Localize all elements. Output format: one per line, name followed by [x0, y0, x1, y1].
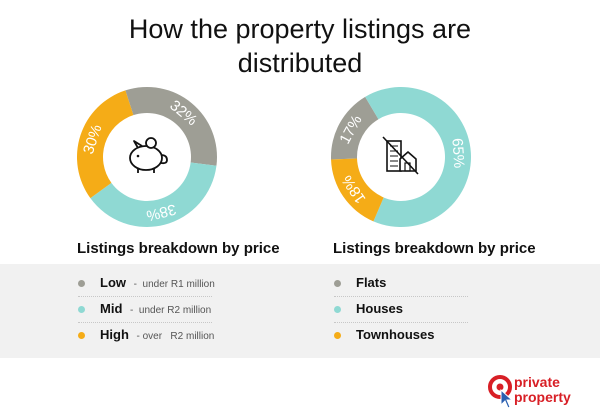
type-chart-heading: Listings breakdown by price	[333, 240, 536, 257]
legend-dot-houses	[334, 306, 341, 313]
donut-slice-townhouses	[331, 158, 384, 222]
logo-mark-icon	[488, 375, 514, 409]
donut-slice-mid	[90, 162, 217, 227]
price-donut-chart: 32%38%30%	[77, 87, 217, 227]
page-title: How the property listings are distribute…	[0, 12, 600, 80]
legend-item-mid: Mid - under R2 million	[74, 296, 215, 323]
donut-slice-low	[125, 87, 217, 166]
legend-label-high: High	[100, 327, 129, 342]
legend-label-houses: Houses	[356, 301, 403, 316]
legend-item-flats: Flats	[330, 270, 468, 297]
legend-item-houses: Houses	[330, 296, 468, 323]
title-line-2: distributed	[237, 48, 363, 78]
legend-dot-flats	[334, 280, 341, 287]
legend-label-low: Low	[100, 275, 126, 290]
legend-item-low: Low - under R1 million	[74, 270, 215, 297]
legend-dot-high	[78, 332, 85, 339]
legend-label-flats: Flats	[356, 275, 387, 290]
legend-detail-mid: - under R2 million	[130, 305, 212, 316]
legend-detail-high: - over R2 million	[136, 331, 215, 342]
legend-item-townhouses: Townhouses	[330, 322, 434, 348]
legend-label-townhouses: Townhouses	[356, 327, 435, 342]
title-line-1: How the property listings are	[128, 14, 472, 44]
private-property-logo: private property	[488, 372, 588, 412]
legend-item-high: High - over R2 million	[74, 322, 215, 348]
type-legend: Flats Houses Townhouses	[330, 270, 468, 348]
property-type-donut-chart: 17%65%18%	[331, 87, 471, 227]
legend-band	[0, 264, 600, 358]
legend-dot-mid	[78, 306, 85, 313]
donut-slice-flats	[331, 96, 379, 160]
logo-line-2: property	[514, 389, 571, 405]
piggy-bank-icon	[129, 137, 168, 173]
donut-value-label-mid: 38%	[145, 200, 178, 224]
logo-line-1: private	[514, 374, 560, 390]
donut-slice-high	[77, 90, 134, 199]
price-chart-heading: Listings breakdown by price	[77, 240, 280, 257]
legend-dot-low	[78, 280, 85, 287]
legend-detail-low: - under R1 million	[133, 279, 215, 290]
logo-wordmark: private property	[514, 375, 571, 405]
donut-slice-houses	[365, 87, 471, 227]
legend-dot-townhouses	[334, 332, 341, 339]
price-legend: Low - under R1 million Mid - under R2 mi…	[74, 270, 215, 348]
buildings-icon	[382, 136, 419, 175]
legend-label-mid: Mid	[100, 301, 123, 316]
donut-value-label-houses: 65%	[448, 138, 467, 169]
